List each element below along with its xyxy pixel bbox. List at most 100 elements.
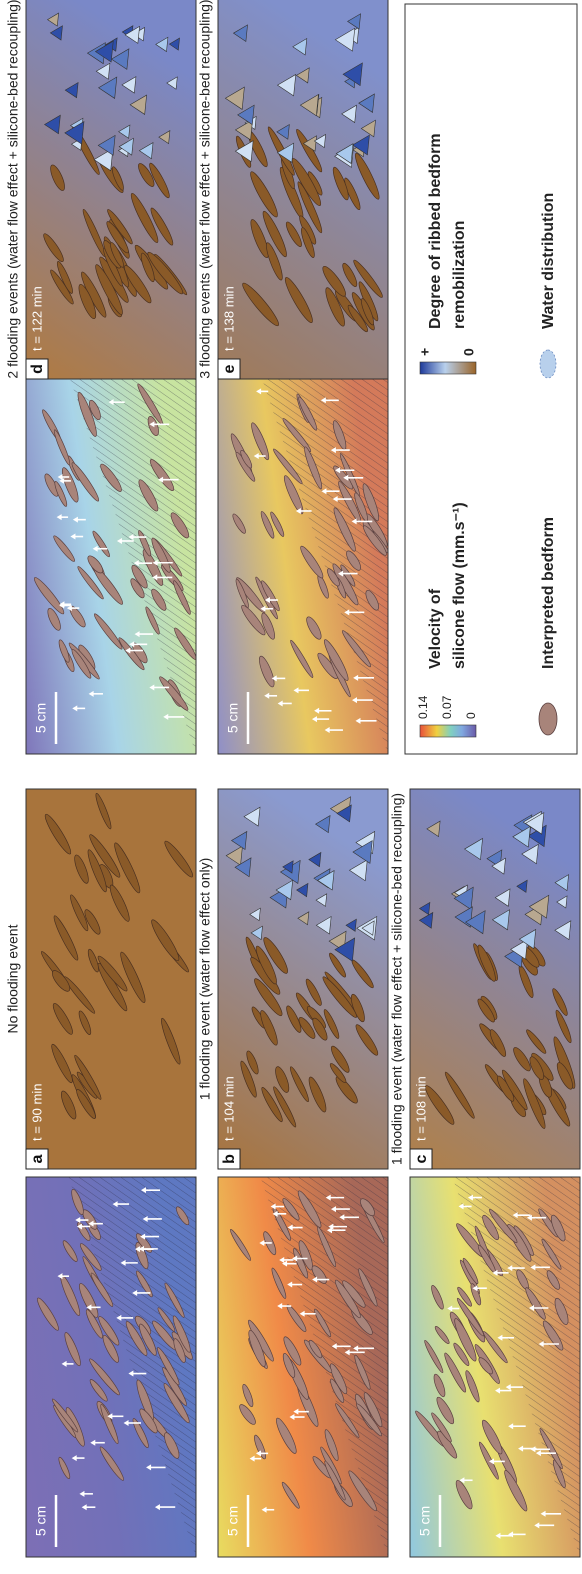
- remobilized-bedform: [98, 76, 118, 99]
- bedform: [118, 637, 145, 671]
- bedform: [241, 604, 266, 636]
- flow-arrowhead: [355, 717, 361, 724]
- flow-arrowhead: [141, 1187, 147, 1194]
- panel-label: e: [221, 364, 238, 373]
- flow-arrowhead: [344, 1349, 350, 1356]
- flow-arrowhead: [75, 1217, 81, 1224]
- bedform: [358, 1268, 378, 1307]
- flow-arrowhead: [163, 713, 169, 720]
- bedform: [236, 577, 266, 613]
- remobilized-bedform: [292, 37, 308, 56]
- panel-label: d: [29, 364, 46, 374]
- bedform: [334, 1279, 361, 1319]
- bedform: [71, 462, 100, 502]
- bedform: [342, 630, 372, 668]
- bedform: [124, 265, 152, 304]
- bedform: [71, 649, 92, 679]
- bedform: [465, 1370, 480, 1403]
- remobilized-bedform: [334, 27, 356, 52]
- remobilized-bedform: [299, 93, 319, 117]
- flow-arrowhead: [353, 674, 359, 681]
- bedform: [47, 608, 61, 631]
- bedform: [283, 475, 304, 515]
- flow-arrowhead: [330, 447, 336, 454]
- bedform: [462, 1257, 479, 1285]
- remobilized-bedform: [308, 851, 322, 868]
- scale-label: 5 cm: [33, 1506, 49, 1536]
- bedform: [87, 948, 99, 973]
- flow-arrowhead: [320, 397, 326, 404]
- flow-arrowhead: [86, 1304, 92, 1311]
- bedform: [51, 1043, 73, 1084]
- bedform: [261, 580, 280, 612]
- bedform: [64, 976, 96, 1014]
- bedform: [44, 813, 72, 855]
- flow-arrowhead: [271, 675, 277, 682]
- remobilized-bedform: [556, 895, 568, 909]
- bedform: [79, 1283, 99, 1318]
- remobilized-bedform: [250, 925, 263, 941]
- legend: 0.14 0.07 0 Velocity of silicone flow (mm.s⁻…: [404, 3, 578, 755]
- flow-arrowhead: [132, 1289, 138, 1296]
- bedform: [130, 578, 145, 599]
- panel-label-box: [409, 1148, 433, 1170]
- flow-arrowhead: [277, 1303, 283, 1310]
- bedform: [477, 944, 496, 982]
- bedform: [431, 1412, 452, 1443]
- bedform: [87, 849, 107, 893]
- bedform: [424, 1339, 444, 1374]
- flow-arrowhead: [71, 1455, 77, 1462]
- remobilized-bedform: [465, 910, 486, 935]
- bedform: [232, 513, 246, 534]
- bedform: [239, 1404, 256, 1425]
- flow-arrowhead: [61, 1360, 67, 1367]
- bedform: [266, 242, 283, 281]
- bedform: [89, 1379, 108, 1402]
- velocity-panel: [218, 1177, 388, 1557]
- bedform: [444, 1071, 475, 1119]
- remobilized-bedform: [516, 879, 528, 893]
- flow-arrowhead: [116, 1314, 122, 1321]
- bedform: [88, 399, 101, 421]
- bedform: [323, 639, 349, 681]
- flow-arrowhead: [324, 727, 330, 734]
- flow-arrowhead: [149, 421, 155, 428]
- panel-frame: [25, 788, 197, 1170]
- bedform: [348, 1470, 377, 1512]
- bedform: [87, 555, 104, 574]
- bedform: [550, 1214, 566, 1242]
- remobilized-bedform: [166, 76, 178, 90]
- remobilized-bedform: [336, 804, 352, 823]
- bedform: [360, 1198, 375, 1217]
- bedform: [261, 1087, 283, 1123]
- flow-arrowhead: [88, 1220, 94, 1227]
- velocity-panel: [410, 1177, 580, 1557]
- remobilized-bedform: [276, 73, 297, 97]
- flow-arrowhead: [497, 1334, 503, 1341]
- bedform: [100, 1404, 119, 1445]
- bedform: [107, 209, 133, 245]
- remobilized-bedform: [230, 830, 248, 851]
- bedform: [329, 1363, 348, 1395]
- panel-label-box: [25, 358, 49, 380]
- bedform: [109, 884, 130, 922]
- flow-arrowhead: [530, 1446, 536, 1453]
- flow-arrowhead: [331, 1206, 337, 1213]
- remobilized-bedform: [64, 81, 79, 99]
- bedform: [455, 1479, 473, 1510]
- panel-label-box: [25, 1148, 49, 1170]
- remobilized-bedform: [46, 12, 59, 27]
- flow-arrowhead: [264, 692, 270, 699]
- bedform: [89, 834, 121, 878]
- bedform: [504, 1470, 528, 1512]
- panel-label: a: [29, 1154, 46, 1163]
- bedform: [297, 181, 323, 234]
- remobilized-bedform: [315, 893, 328, 907]
- bedform: [92, 530, 110, 558]
- bedform: [76, 1089, 96, 1119]
- bedform: [172, 1315, 191, 1353]
- bedform: [139, 1323, 157, 1356]
- velocity-colorbar: [419, 724, 477, 738]
- bedform: [363, 1392, 383, 1428]
- remobilized-bedform: [554, 920, 572, 941]
